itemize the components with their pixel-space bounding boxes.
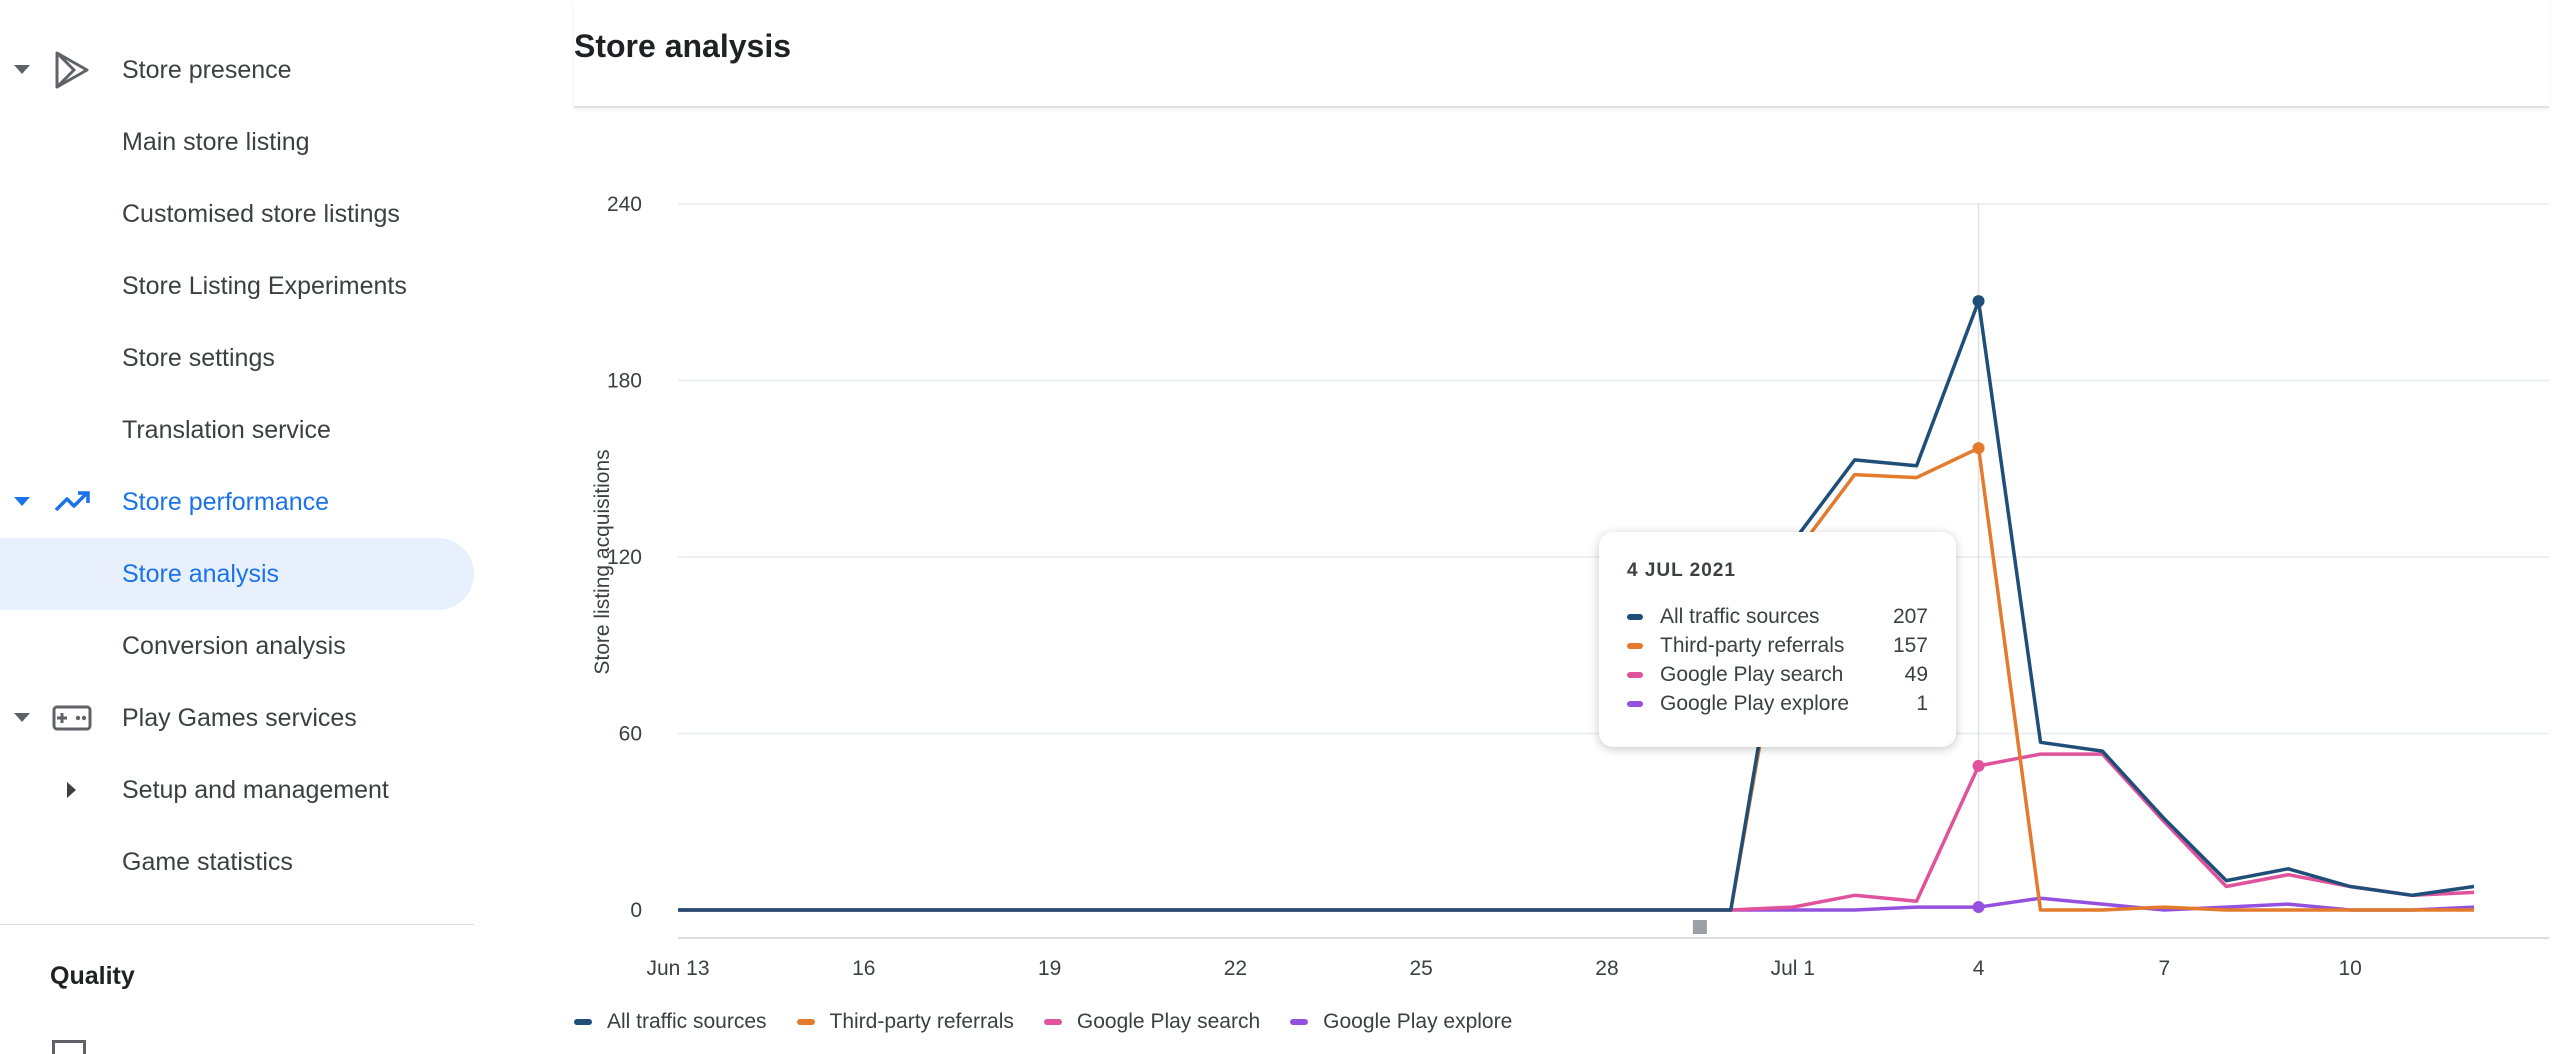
x-tick-label: Jul 1 <box>1771 957 1815 980</box>
series-line <box>678 752 2475 912</box>
chevron-down-icon[interactable] <box>12 60 32 80</box>
x-tick-label: 28 <box>1595 957 1618 980</box>
annotation-marker <box>1692 920 1707 934</box>
sidebar-item-label: Conversion analysis <box>122 631 346 660</box>
y-axis-title: Store listing acquisitions <box>591 449 614 674</box>
tooltip-row: All traffic sources 207 <box>1627 602 1928 631</box>
sidebar-item-label: Store settings <box>122 343 275 372</box>
sidebar-item-customised-store-listings[interactable]: Customised store listings <box>0 178 474 250</box>
x-tick-label: 4 <box>1973 957 1985 980</box>
sidebar-divider <box>0 924 474 925</box>
tooltip-series-value: 157 <box>1892 633 1928 657</box>
tooltip-date: 4 JUL 2021 <box>1627 560 1736 581</box>
legend-label: All traffic sources <box>607 1010 767 1033</box>
tooltip-series-name: All traffic sources <box>1660 604 1820 628</box>
tooltip-row: Third-party referrals 157 <box>1627 631 1928 660</box>
series-swatch <box>1627 642 1643 649</box>
x-tick-label: 25 <box>1409 957 1432 980</box>
y-tick-label: 120 <box>607 546 642 569</box>
chart-tooltip: 4 JUL 2021 All traffic sources 207 Third… <box>1599 532 1956 747</box>
legend-label: Third-party referrals <box>829 1010 1014 1033</box>
sidebar-item-label: Store Listing Experiments <box>122 271 407 300</box>
sidebar-item-label: Store analysis <box>122 559 280 588</box>
x-tick-label: 16 <box>852 957 875 980</box>
tooltip-series-value: 207 <box>1892 604 1928 628</box>
tooltip-series-value: 49 <box>1904 662 1928 686</box>
highlight-point <box>1972 442 1985 455</box>
y-tick-label: 60 <box>619 723 642 746</box>
x-tick-label: 22 <box>1224 957 1247 980</box>
sidebar-item-setup-and-management[interactable]: Setup and management <box>0 754 474 826</box>
trending-up-icon <box>50 480 94 524</box>
sidebar-item-store-settings[interactable]: Store settings <box>0 322 474 394</box>
chevron-down-icon[interactable] <box>12 708 32 728</box>
sidebar-item-label: Game statistics <box>122 847 293 876</box>
nav-label-store-presence: Store presence <box>122 55 292 84</box>
highlight-point <box>1972 295 1985 308</box>
sidebar-item-label: Translation service <box>122 415 331 444</box>
y-tick-label: 0 <box>630 899 642 922</box>
series-swatch <box>1627 700 1643 707</box>
tooltip-row: Google Play explore 1 <box>1627 689 1928 718</box>
series-swatch <box>1627 613 1643 620</box>
sidebar-item-translation-service[interactable]: Translation service <box>0 394 474 466</box>
legend-item-all-traffic-sources[interactable]: All traffic sources <box>574 1010 767 1034</box>
sidebar-item-store-analysis[interactable]: Store analysis <box>0 538 474 610</box>
sidebar-item-label: Customised store listings <box>122 199 400 228</box>
sidebar-item-conversion-analysis[interactable]: Conversion analysis <box>0 610 474 682</box>
highlight-point <box>1972 759 1985 772</box>
tooltip-series-name: Google Play search <box>1660 662 1844 686</box>
sidebar-item-store-listing-experiments[interactable]: Store Listing Experiments <box>0 250 474 322</box>
nav-store-performance[interactable]: Store performance <box>0 466 474 538</box>
y-tick-label: 180 <box>607 370 642 393</box>
play-store-icon <box>50 48 94 92</box>
chevron-right-icon[interactable] <box>50 768 94 812</box>
chevron-down-icon[interactable] <box>12 492 32 512</box>
nav-store-presence[interactable]: Store presence <box>0 34 474 106</box>
x-tick-label: 19 <box>1038 957 1061 980</box>
list-icon <box>52 1040 86 1054</box>
tooltip-series-name: Google Play explore <box>1660 691 1850 715</box>
gamepad-icon <box>50 696 94 740</box>
y-tick-label: 240 <box>607 193 642 216</box>
sidebar-item-label: Setup and management <box>122 775 389 804</box>
chart-legend: All traffic sources Third-party referral… <box>574 1006 1542 1038</box>
section-heading-quality: Quality <box>50 962 135 990</box>
page-header: Store analysis <box>574 0 2549 108</box>
line-chart[interactable]: 0 60 120 180 240 Jun 13 16 19 22 25 28 Jul 1 4 7 10 Sto… <box>474 0 2560 1000</box>
x-tick-label: Jun 13 <box>646 957 709 980</box>
legend-item-google-play-search[interactable]: Google Play search <box>1043 1010 1261 1034</box>
nav-play-games-services[interactable]: Play Games services <box>0 682 474 754</box>
tooltip-row: Google Play search 49 <box>1627 660 1928 689</box>
x-tick-label: 10 <box>2338 957 2361 980</box>
series-line <box>678 446 2474 912</box>
tooltip-series-name: Third-party referrals <box>1660 633 1845 657</box>
series-swatch <box>1290 1019 1309 1025</box>
series-swatch <box>574 1019 592 1025</box>
main-content: Store analysis 0 60 120 180 240 Jun 13 16 19 22 2… <box>474 0 2560 1054</box>
legend-label: Google Play explore <box>1323 1010 1513 1033</box>
nav-label-play-games-services: Play Games services <box>122 703 357 732</box>
series-swatch <box>1627 671 1643 678</box>
tooltip-series-value: 1 <box>1916 691 1928 715</box>
highlight-point <box>1972 901 1985 914</box>
legend-item-google-play-explore[interactable]: Google Play explore <box>1290 1010 1512 1034</box>
series-swatch <box>1043 1019 1062 1025</box>
sidebar: Store presence Main store listing Custom… <box>0 0 474 1054</box>
legend-item-third-party-referrals[interactable]: Third-party referrals <box>796 1010 1014 1034</box>
sidebar-item-main-store-listing[interactable]: Main store listing <box>0 106 474 178</box>
nav-label-store-performance: Store performance <box>122 487 330 516</box>
page-title: Store analysis <box>574 28 791 64</box>
x-tick-label: 7 <box>2159 957 2171 980</box>
sidebar-item-game-statistics[interactable]: Game statistics <box>0 826 474 898</box>
sidebar-item-label: Main store listing <box>122 127 310 156</box>
legend-label: Google Play search <box>1076 1010 1261 1033</box>
series-line <box>678 299 2475 912</box>
series-swatch <box>796 1019 815 1025</box>
